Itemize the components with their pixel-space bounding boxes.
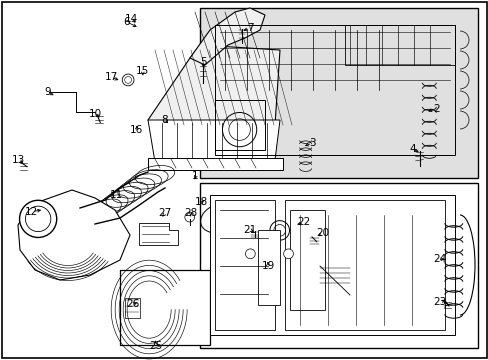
Text: 5: 5 bbox=[200, 57, 206, 67]
Circle shape bbox=[283, 249, 293, 259]
Text: 15: 15 bbox=[136, 66, 149, 76]
Bar bbox=[124, 298, 140, 318]
Text: 24: 24 bbox=[432, 254, 446, 264]
Bar bbox=[215, 25, 454, 155]
Text: 20: 20 bbox=[316, 228, 328, 238]
Bar bbox=[258, 230, 280, 305]
Bar bbox=[120, 270, 209, 345]
Bar bbox=[269, 230, 302, 275]
Text: 14: 14 bbox=[124, 14, 138, 24]
Bar bbox=[278, 225, 293, 233]
Text: 21: 21 bbox=[242, 225, 256, 235]
Text: 12: 12 bbox=[25, 207, 39, 217]
Text: 17: 17 bbox=[104, 72, 118, 82]
Polygon shape bbox=[190, 8, 264, 65]
Text: 7: 7 bbox=[246, 23, 253, 33]
Circle shape bbox=[25, 206, 51, 231]
Polygon shape bbox=[148, 45, 280, 125]
Text: 3: 3 bbox=[308, 138, 315, 148]
Text: 9: 9 bbox=[44, 87, 51, 97]
Text: 18: 18 bbox=[194, 197, 208, 207]
Bar bbox=[209, 195, 454, 335]
Circle shape bbox=[245, 249, 255, 259]
Bar bbox=[215, 100, 264, 150]
Bar bbox=[285, 200, 444, 330]
Bar bbox=[200, 183, 477, 348]
Text: 22: 22 bbox=[297, 217, 310, 228]
Polygon shape bbox=[18, 190, 130, 280]
Text: 27: 27 bbox=[158, 208, 172, 218]
Text: 11: 11 bbox=[109, 190, 123, 200]
Text: 28: 28 bbox=[183, 208, 197, 218]
Bar bbox=[148, 158, 283, 170]
Text: 16: 16 bbox=[130, 125, 143, 135]
Bar bbox=[215, 200, 274, 330]
Text: 13: 13 bbox=[12, 155, 25, 165]
Circle shape bbox=[263, 249, 272, 259]
Text: 4: 4 bbox=[408, 144, 415, 154]
Text: 10: 10 bbox=[89, 109, 102, 119]
Polygon shape bbox=[139, 223, 178, 245]
Bar bbox=[273, 248, 284, 258]
Bar bbox=[273, 234, 284, 244]
Text: 8: 8 bbox=[161, 114, 167, 125]
Text: 26: 26 bbox=[126, 299, 140, 309]
Circle shape bbox=[122, 74, 134, 86]
Text: 1: 1 bbox=[192, 171, 199, 181]
Polygon shape bbox=[148, 120, 280, 162]
Bar bbox=[345, 25, 454, 65]
Text: 6: 6 bbox=[122, 17, 129, 27]
Circle shape bbox=[184, 212, 194, 222]
Bar bbox=[200, 8, 477, 178]
Text: 2: 2 bbox=[432, 104, 439, 114]
Text: 19: 19 bbox=[261, 261, 274, 271]
Circle shape bbox=[20, 200, 57, 238]
Circle shape bbox=[124, 76, 131, 84]
Text: 23: 23 bbox=[432, 297, 446, 307]
Bar bbox=[289, 210, 325, 310]
Text: 25: 25 bbox=[148, 341, 162, 351]
